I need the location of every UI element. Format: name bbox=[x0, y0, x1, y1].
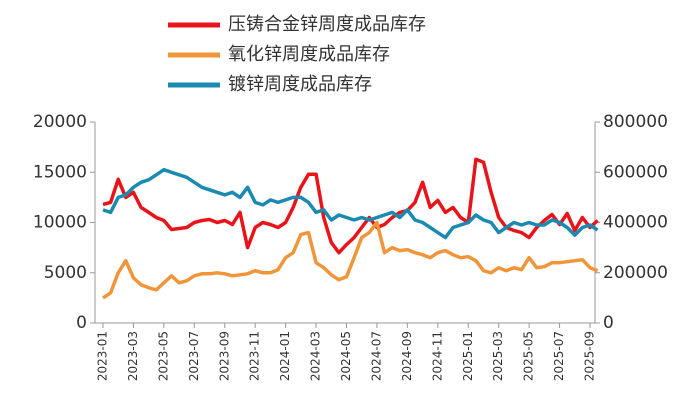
x-tick-label: 2023-09 bbox=[217, 331, 231, 381]
y2-tick-label: 600000 bbox=[603, 162, 668, 182]
x-tick-label: 2025-07 bbox=[552, 331, 566, 381]
x-tick-label: 2023-07 bbox=[187, 331, 201, 381]
x-tick-label: 2023-01 bbox=[96, 331, 110, 381]
y2-tick-label: 200000 bbox=[603, 263, 668, 283]
x-tick-label: 2024-09 bbox=[400, 331, 414, 381]
legend-text: 氧化锌周度成品库存 bbox=[228, 44, 390, 65]
y-tick-label: 10000 bbox=[33, 213, 87, 233]
y2-tick-label: 400000 bbox=[603, 213, 668, 233]
x-tick-label: 2024-01 bbox=[278, 331, 292, 381]
x-tick-label: 2024-03 bbox=[309, 331, 323, 381]
y2-tick-label: 0 bbox=[603, 313, 614, 333]
x-tick-label: 2023-05 bbox=[156, 331, 170, 381]
y2-tick-label: 800000 bbox=[603, 112, 668, 132]
series-line bbox=[102, 157, 599, 255]
y-tick-label: 15000 bbox=[33, 162, 87, 182]
x-tick-label: 2024-11 bbox=[430, 331, 444, 381]
y-tick-label: 5000 bbox=[44, 263, 87, 283]
x-tick-label: 2023-03 bbox=[126, 331, 140, 381]
x-tick-label: 2024-07 bbox=[369, 331, 383, 381]
legend-text: 压铸合金锌周度成品库存 bbox=[228, 14, 426, 35]
x-tick-label: 2025-05 bbox=[522, 331, 536, 381]
legend-text: 镀锌周度成品库存 bbox=[228, 74, 372, 95]
x-tick-label: 2025-09 bbox=[583, 331, 597, 381]
series-line bbox=[102, 167, 599, 240]
y-tick-label: 0 bbox=[76, 313, 87, 333]
x-tick-label: 2025-01 bbox=[461, 331, 475, 381]
x-tick-label: 2023-11 bbox=[248, 331, 262, 381]
y-tick-label: 20000 bbox=[33, 112, 87, 132]
x-tick-label: 2025-03 bbox=[491, 331, 505, 381]
series-line bbox=[102, 220, 599, 300]
x-tick-label: 2024-05 bbox=[339, 331, 353, 381]
